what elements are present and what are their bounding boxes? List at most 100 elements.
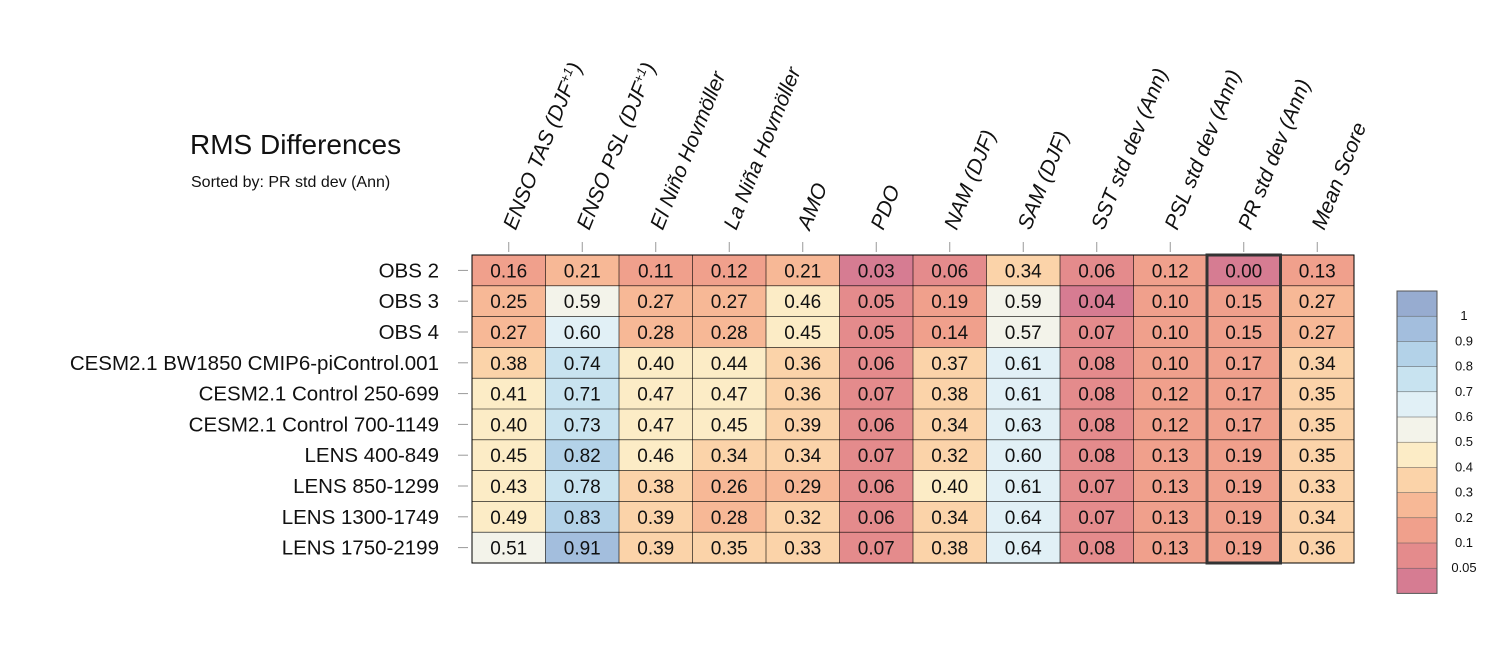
cell-value-label: 0.40 bbox=[490, 415, 527, 436]
cell-value-label: 0.19 bbox=[1225, 508, 1262, 529]
row-label: OBS 3 bbox=[379, 290, 439, 313]
cell-value-label: 0.28 bbox=[711, 323, 748, 344]
heatmap-cell bbox=[1280, 501, 1354, 533]
heatmap-cell bbox=[839, 470, 913, 502]
cell-value-label: 0.05 bbox=[858, 292, 895, 313]
heatmap-cell bbox=[692, 501, 766, 533]
heatmap-cell bbox=[1060, 378, 1134, 409]
cell-value-label: 0.47 bbox=[637, 385, 674, 406]
heatmap-cell bbox=[1133, 285, 1207, 317]
cell-value-label: 0.51 bbox=[490, 539, 527, 560]
heatmap-border bbox=[471, 254, 1355, 564]
heatmap-cell bbox=[1207, 285, 1281, 317]
heatmap-cell bbox=[766, 501, 840, 533]
heatmap-cell bbox=[839, 285, 913, 317]
heatmap-cell bbox=[1280, 439, 1354, 471]
colorbar-tick-label: 0.5 bbox=[1455, 434, 1473, 449]
cell-value-label: 0.41 bbox=[490, 385, 527, 406]
cell-value-label: 0.46 bbox=[784, 292, 821, 313]
column-label: SAM (DJF) bbox=[1014, 128, 1074, 233]
cell-value-label: 0.36 bbox=[784, 385, 821, 406]
heatmap-cell bbox=[545, 409, 619, 440]
cell-value-label: 0.06 bbox=[858, 508, 895, 529]
chart-title: RMS Differences bbox=[190, 129, 401, 160]
heatmap-cell bbox=[913, 255, 987, 286]
row-label: OBS 4 bbox=[379, 321, 439, 344]
cell-value-label: 0.12 bbox=[711, 261, 748, 282]
colorbar-tick-label: 0.6 bbox=[1455, 409, 1473, 424]
heatmap-cell bbox=[839, 378, 913, 409]
column-label: PDO bbox=[867, 182, 905, 233]
heatmap-cell bbox=[839, 316, 913, 348]
cell-value-label: 0.13 bbox=[1152, 477, 1189, 498]
colorbar-swatch bbox=[1397, 543, 1437, 569]
heatmap-cell bbox=[1280, 255, 1354, 286]
heatmap-cell bbox=[986, 255, 1060, 286]
cell-value-label: 0.61 bbox=[1005, 354, 1042, 375]
heatmap-cell bbox=[766, 532, 840, 563]
cell-value-label: 0.15 bbox=[1225, 292, 1262, 313]
cell-value-label: 0.73 bbox=[564, 415, 601, 436]
row-label: LENS 400-849 bbox=[305, 444, 439, 467]
cell-value-label: 0.34 bbox=[931, 508, 968, 529]
cell-value-label: 0.43 bbox=[490, 477, 527, 498]
cell-value-label: 0.27 bbox=[711, 292, 748, 313]
heatmap-cell bbox=[472, 347, 546, 379]
colorbar-swatch bbox=[1397, 467, 1437, 493]
cell-value-label: 0.39 bbox=[784, 415, 821, 436]
heatmap-cell bbox=[545, 255, 619, 286]
colorbar-border bbox=[1396, 290, 1438, 594]
cell-value-label: 0.08 bbox=[1078, 539, 1115, 560]
heatmap-cell bbox=[1060, 285, 1134, 317]
heatmap-cell bbox=[913, 378, 987, 409]
heatmap-cell bbox=[1280, 347, 1354, 379]
heatmap-cell bbox=[472, 255, 546, 286]
column-label: ENSO TAS (DJF+1) bbox=[498, 59, 587, 233]
cell-value-label: 0.34 bbox=[711, 446, 748, 467]
heatmap-cell bbox=[692, 409, 766, 440]
heatmap-cell bbox=[913, 285, 987, 317]
row-label: CESM2.1 Control 250-699 bbox=[199, 383, 439, 406]
heatmap-cell bbox=[619, 378, 693, 409]
heatmap-cell bbox=[839, 255, 913, 286]
heatmap-cell bbox=[692, 316, 766, 348]
cell-value-label: 0.27 bbox=[637, 292, 674, 313]
heatmap-cell bbox=[839, 347, 913, 379]
column-label: Mean Score bbox=[1308, 119, 1372, 233]
heatmap-cell bbox=[986, 409, 1060, 440]
heatmap-cell bbox=[619, 409, 693, 440]
cell-value-label: 0.40 bbox=[931, 477, 968, 498]
cell-value-label: 0.13 bbox=[1152, 446, 1189, 467]
cell-value-label: 0.19 bbox=[1225, 477, 1262, 498]
cell-value-label: 0.00 bbox=[1225, 261, 1262, 282]
cell-value-label: 0.28 bbox=[711, 508, 748, 529]
cell-value-label: 0.46 bbox=[637, 446, 674, 467]
cell-value-label: 0.06 bbox=[858, 354, 895, 375]
heatmap-cell bbox=[1280, 316, 1354, 348]
cell-value-label: 0.08 bbox=[1078, 354, 1115, 375]
colorbar-swatch bbox=[1397, 341, 1437, 367]
heatmap-cell bbox=[619, 285, 693, 317]
row-label: OBS 2 bbox=[379, 259, 439, 282]
cell-value-label: 0.37 bbox=[931, 354, 968, 375]
heatmap-cell bbox=[1280, 409, 1354, 440]
cell-value-label: 0.06 bbox=[931, 261, 968, 282]
cell-value-label: 0.19 bbox=[1225, 446, 1262, 467]
heatmap-cell bbox=[1133, 501, 1207, 533]
heatmap-cell bbox=[692, 255, 766, 286]
cell-value-label: 0.07 bbox=[858, 385, 895, 406]
heatmap-cell bbox=[472, 439, 546, 471]
heatmap-cell bbox=[1280, 470, 1354, 502]
colorbar: 0.05 0.1 0.2 0.3 0.4 0.5 0.6 0.7 0.8 0.9 1 bbox=[1396, 290, 1477, 594]
cell-value-label: 0.07 bbox=[1078, 508, 1115, 529]
cell-value-label: 0.14 bbox=[931, 323, 968, 344]
cell-value-label: 0.47 bbox=[711, 385, 748, 406]
cell-value-label: 0.61 bbox=[1005, 385, 1042, 406]
heatmap-cell bbox=[1133, 409, 1207, 440]
heatmap-cell bbox=[1207, 255, 1281, 286]
cell-value-label: 0.34 bbox=[1299, 508, 1336, 529]
cell-value-label: 0.12 bbox=[1152, 261, 1189, 282]
cell-value-label: 0.39 bbox=[637, 508, 674, 529]
cell-value-label: 0.07 bbox=[858, 539, 895, 560]
heatmap-cell bbox=[986, 285, 1060, 317]
